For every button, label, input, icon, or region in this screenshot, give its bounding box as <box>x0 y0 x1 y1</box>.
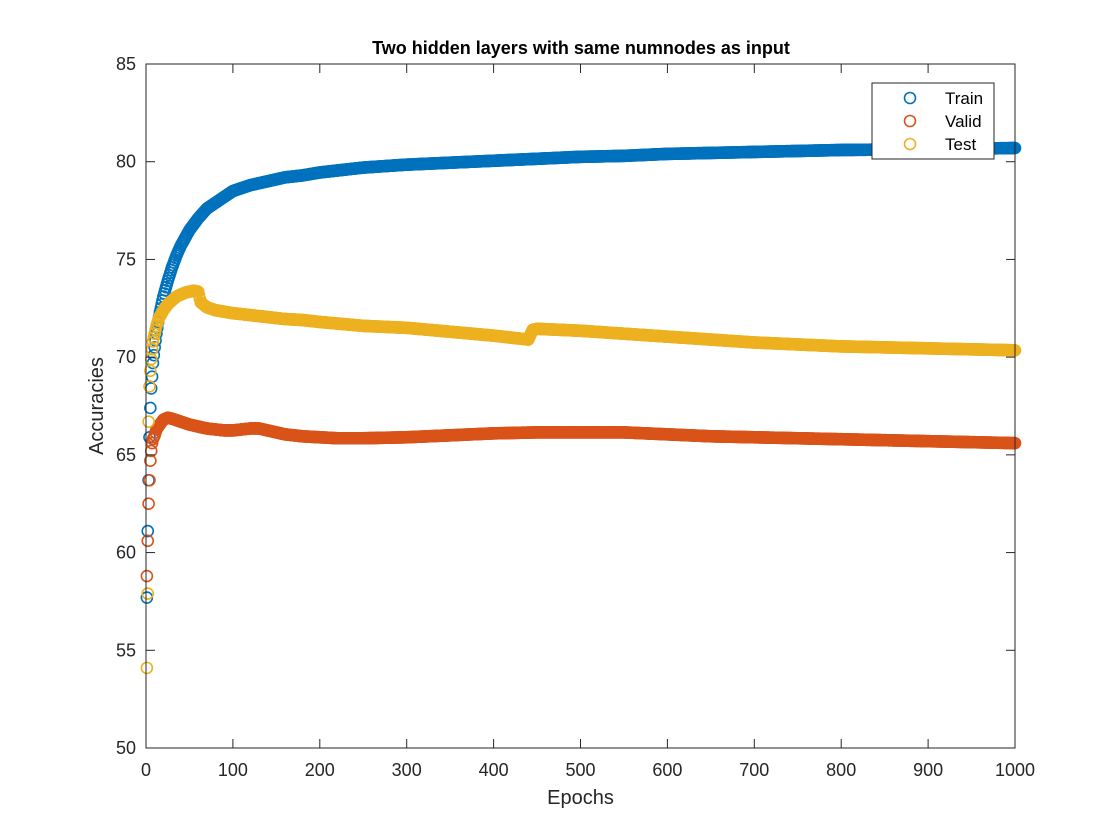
legend-label-train: Train <box>945 89 983 108</box>
x-tick-label: 100 <box>218 760 248 780</box>
axis-ticks: 0 100 200 300 400 500 600 700 800 900 1000 50 55 60 65… <box>116 54 1035 780</box>
legend-label-test: Test <box>945 135 976 154</box>
point-valid <box>142 497 155 511</box>
x-axis-label: Epochs <box>547 787 614 809</box>
y-tick-label: 60 <box>116 543 136 563</box>
legend-box <box>871 82 995 160</box>
point-train <box>144 401 157 415</box>
x-tick-label: 600 <box>652 760 682 780</box>
y-tick-label: 50 <box>116 738 136 758</box>
point-test <box>141 587 155 600</box>
series-test <box>140 284 1022 675</box>
point-test <box>143 380 156 393</box>
legend: Train Valid Test <box>871 82 995 160</box>
y-tick-label: 85 <box>116 54 136 74</box>
x-tick-label: 300 <box>392 760 422 780</box>
point-train <box>141 524 155 538</box>
x-tick-label: 200 <box>305 760 335 780</box>
point-test <box>145 343 159 356</box>
x-tick-label: 700 <box>739 760 769 780</box>
legend-marker-test <box>903 137 917 151</box>
point-valid <box>141 534 155 548</box>
y-tick-label: 70 <box>116 347 136 367</box>
point-valid <box>143 473 156 487</box>
legend-marker-train <box>903 91 917 105</box>
legend-label-valid: Valid <box>945 112 982 131</box>
legend-marker-valid <box>903 114 917 128</box>
chart-title: Two hidden layers with same numnodes as … <box>372 38 790 58</box>
point-train <box>148 341 161 354</box>
x-tick-label: 800 <box>826 760 856 780</box>
x-tick-label: 0 <box>141 760 151 780</box>
x-tick-label: 500 <box>565 760 595 780</box>
y-tick-label: 65 <box>116 445 136 465</box>
x-tick-label: 400 <box>479 760 509 780</box>
y-tick-label: 55 <box>116 640 136 660</box>
x-tick-label: 1000 <box>995 760 1035 780</box>
y-tick-label: 75 <box>116 249 136 269</box>
y-tick-label: 80 <box>116 152 136 172</box>
series-valid <box>140 411 1022 583</box>
y-axis-label: Accuracies <box>86 357 108 455</box>
point-valid <box>140 569 154 583</box>
point-test <box>140 661 154 675</box>
point-test <box>142 415 155 428</box>
x-tick-label: 900 <box>913 760 943 780</box>
